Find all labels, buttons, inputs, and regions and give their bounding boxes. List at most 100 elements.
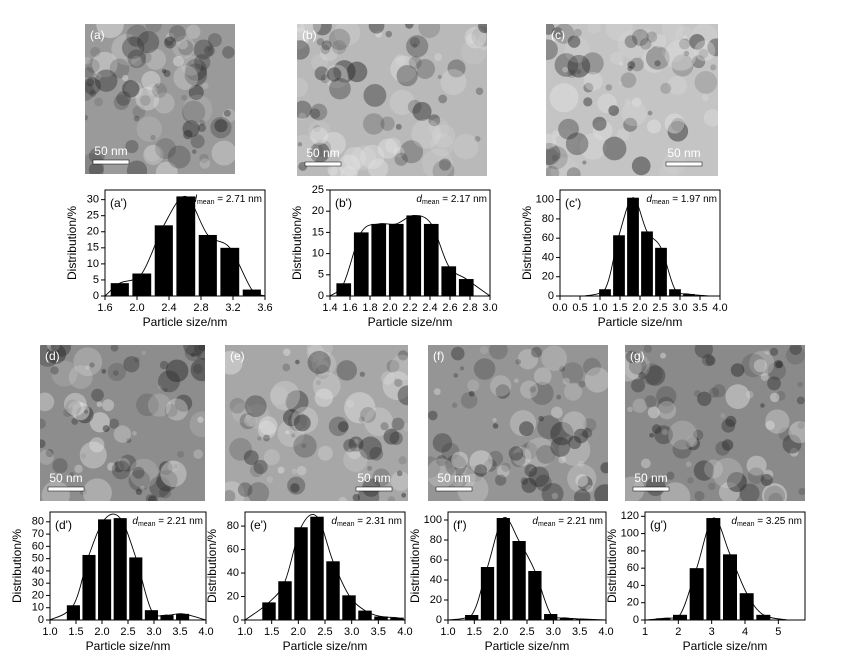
texture-blob: [95, 69, 118, 92]
texture-blob: [184, 58, 208, 81]
texture-blob: [631, 97, 642, 107]
plot-frame: [644, 511, 806, 621]
fit-curve: [583, 197, 711, 297]
texture-blob: [546, 146, 568, 170]
texture-blob: [789, 447, 799, 457]
texture-blob: [154, 84, 159, 89]
texture-blob: [454, 479, 464, 488]
texture-blob: [703, 109, 718, 127]
texture-blob: [432, 160, 455, 176]
texture-blob: [660, 352, 667, 359]
texture-blob: [380, 116, 395, 131]
texture-blob: [297, 134, 320, 167]
texture-blob: [395, 123, 402, 130]
texture-blob: [640, 363, 663, 386]
texture-blob: [76, 405, 94, 424]
texture-blob: [307, 350, 331, 375]
annotation-text: = 3.25 nm: [754, 516, 802, 527]
annotation: dmean = 2.71 nm: [191, 194, 262, 206]
texture-blob: [332, 40, 347, 55]
texture-blob: [329, 77, 351, 100]
texture-blob: [112, 370, 119, 376]
texture-blob: [661, 24, 684, 41]
y-tick-label: 100: [536, 194, 554, 206]
texture-blob: [85, 365, 90, 370]
panel-label: (c'): [565, 196, 581, 210]
texture-blob: [763, 469, 774, 480]
texture-blob: [432, 433, 453, 453]
texture-blob: [760, 473, 773, 486]
texture-blob: [253, 459, 268, 475]
texture-blob: [492, 417, 497, 423]
texture-blob: [389, 354, 408, 381]
texture-blob: [68, 400, 85, 417]
bar: [262, 602, 276, 620]
annotation: dmean = 1.97 nm: [646, 194, 717, 206]
texture-blob: [683, 50, 690, 57]
x-axis-title: Particle size/nm: [86, 639, 171, 653]
bar: [528, 571, 542, 620]
texture-blob: [380, 371, 395, 385]
texture-blob: [397, 385, 408, 406]
texture-blob: [721, 439, 734, 451]
texture-blob: [741, 353, 766, 378]
texture-blob: [578, 380, 586, 388]
texture-blob: [190, 358, 205, 382]
texture-blob: [761, 483, 788, 501]
texture-blob: [364, 407, 394, 437]
texture-blob: [546, 39, 558, 60]
annotation-text: = 2.31 nm: [354, 516, 402, 527]
texture-blob: [628, 357, 647, 375]
texture-blob: [193, 39, 214, 60]
texture-blob: [359, 371, 365, 377]
texture-blob: [646, 31, 658, 43]
x-axis-title: Particle size/nm: [598, 315, 683, 329]
bar: [353, 232, 369, 296]
texture-blob: [368, 24, 385, 34]
texture-blob: [575, 474, 588, 487]
y-tick-label: 30: [87, 194, 99, 206]
x-tick-label: 2.0: [382, 302, 397, 314]
texture-blob: [297, 77, 309, 97]
texture-blob: [473, 358, 496, 380]
annotation-symbol: d: [532, 516, 538, 527]
annotation-text: = 2.21 nm: [155, 516, 203, 527]
texture-blob: [712, 384, 726, 398]
texture-blob: [165, 398, 188, 421]
texture-blob: [661, 429, 668, 436]
texture-blob: [524, 464, 538, 477]
texture-blob: [620, 72, 637, 88]
texture-blob: [129, 35, 140, 47]
texture-blob: [558, 455, 567, 464]
texture-blob: [396, 65, 418, 87]
y-tick-label: 80: [227, 520, 239, 532]
texture-blob: [52, 458, 68, 474]
y-tick-label: 0: [548, 290, 554, 302]
texture-blob: [437, 74, 443, 80]
texture-blob: [91, 388, 104, 402]
bar: [669, 289, 681, 296]
texture-blob: [158, 370, 181, 393]
bar: [310, 516, 324, 620]
texture-blob: [199, 119, 205, 126]
texture-blob: [666, 471, 675, 480]
texture: [546, 24, 718, 176]
texture-blob: [497, 464, 510, 478]
texture-blob: [310, 103, 328, 121]
x-tick-label: 2.4: [161, 302, 176, 314]
texture-blob: [694, 40, 716, 62]
texture-blob: [407, 99, 422, 114]
texture-blob: [775, 390, 786, 401]
texture-blob: [551, 154, 559, 162]
texture-blob: [775, 360, 784, 369]
x-tick-label: 3.5: [572, 626, 587, 638]
x-tick-label: 1: [642, 626, 648, 638]
histogram-chart: 1.6 2.0 2.4 2.8 3.2 3.6 0 5 10 15 20 25 30 Particle s…: [65, 189, 273, 329]
texture-blob: [127, 49, 147, 69]
texture-blob: [697, 391, 712, 406]
texture-blob: [798, 487, 805, 496]
texture-blob: [459, 366, 465, 371]
texture-blob: [92, 51, 118, 78]
image-background: [546, 24, 718, 176]
texture-blob: [546, 165, 560, 176]
